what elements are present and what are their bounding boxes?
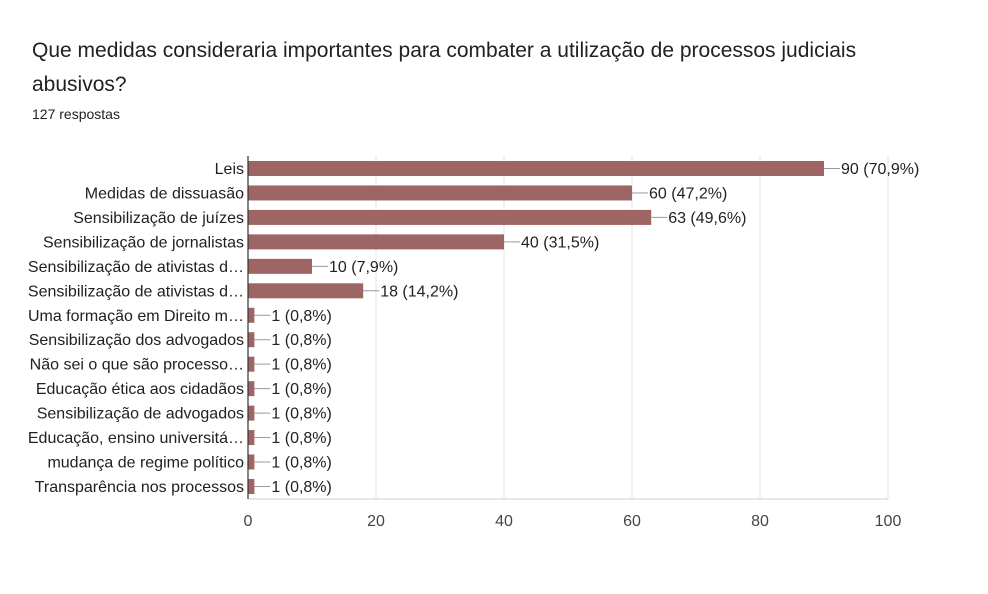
category-label: Sensibilização de jornalistas [43,234,244,251]
category-label: Educação ética aos cidadãos [36,381,244,398]
category-label: Não sei o que são processo… [30,357,244,374]
chart-title: Que medidas consideraria importantes par… [32,39,857,96]
x-tick-label: 40 [495,513,513,530]
bar [248,478,255,494]
x-tick-label: 0 [244,513,253,530]
data-label: 63 (49,6%) [668,210,746,227]
response-count: 127 respostas [32,106,120,122]
category-label: Educação, ensino universitá… [28,430,244,447]
category-label: Uma formação em Direito m… [28,308,244,325]
category-label: Sensibilização de advogados [37,406,244,423]
category-label: Sensibilização de ativistas d… [28,283,244,300]
category-label: Sensibilização de juízes [73,210,244,227]
bar [248,185,632,201]
bar [248,430,255,446]
bar [248,283,364,299]
bar [248,381,255,397]
x-tick-label: 80 [751,513,769,530]
bar [248,234,504,250]
data-label: 1 (0,8%) [271,381,331,398]
data-label: 1 (0,8%) [271,430,331,447]
category-label: mudança de regime político [47,455,244,472]
data-label: 1 (0,8%) [271,406,331,423]
category-label: Sensibilização dos advogados [29,332,244,349]
x-tick-label: 100 [875,513,902,530]
bar [248,405,255,421]
category-label: Sensibilização de ativistas d… [28,259,244,276]
data-label: 1 (0,8%) [271,332,331,349]
bar [248,209,652,225]
data-label: 1 (0,8%) [271,357,331,374]
data-label: 10 (7,9%) [329,259,398,276]
data-label: 1 (0,8%) [271,308,331,325]
data-label: 1 (0,8%) [271,455,331,472]
category-label: Leis [215,161,244,178]
x-tick-label: 20 [367,513,385,530]
data-label: 18 (14,2%) [380,283,458,300]
bar [248,332,255,348]
bar [248,258,312,274]
bar [248,454,255,470]
category-label: Transparência nos processos [35,479,244,496]
data-label: 60 (47,2%) [649,185,727,202]
x-tick-label: 60 [623,513,641,530]
data-label: 90 (70,9%) [841,161,919,178]
category-label: Medidas de dissuasão [85,185,244,202]
data-label: 1 (0,8%) [271,479,331,496]
data-label: 40 (31,5%) [521,234,599,251]
bar [248,307,255,323]
bar [248,356,255,372]
bar [248,161,824,176]
